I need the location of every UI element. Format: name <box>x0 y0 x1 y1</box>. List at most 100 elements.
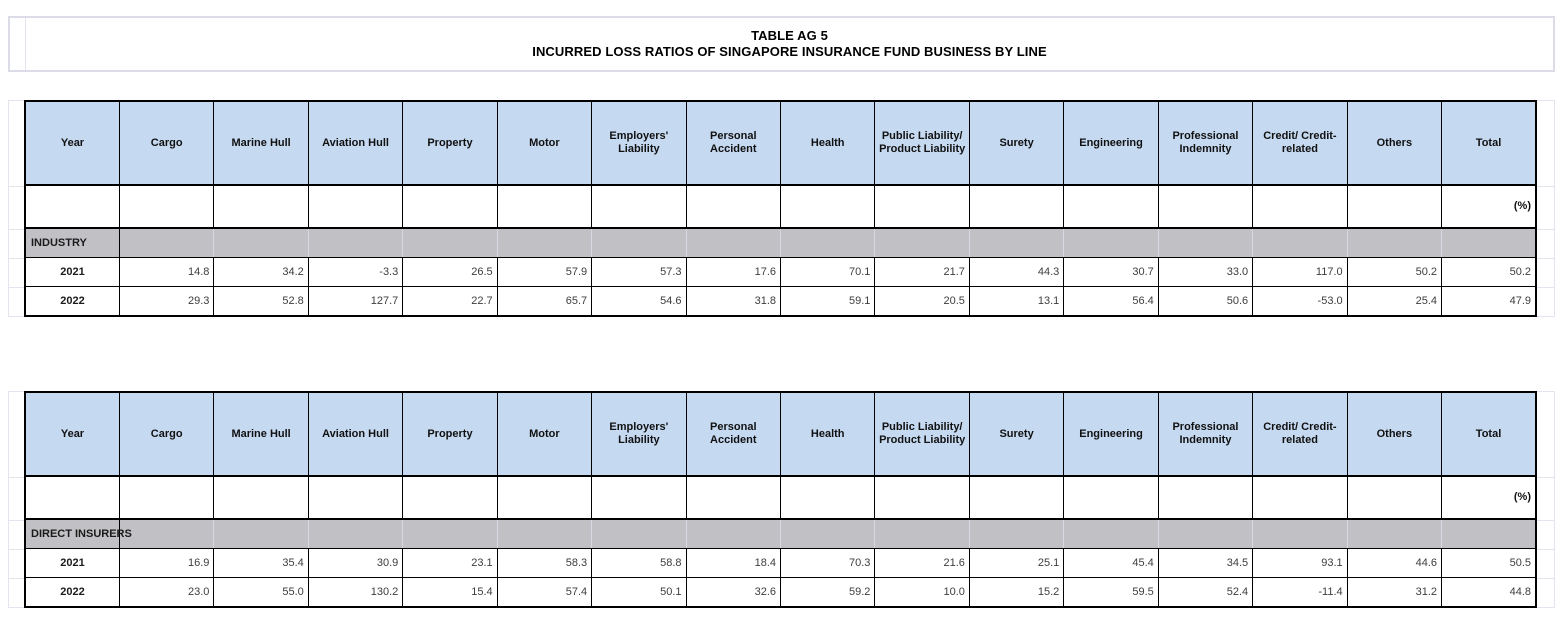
empty-cell <box>402 184 498 229</box>
table-caption: INCURRED LOSS RATIOS OF SINGAPORE INSURA… <box>532 44 1047 59</box>
gutter-cell <box>1537 230 1554 259</box>
value-cell: 52.4 <box>1157 577 1254 608</box>
value-cell: 50.1 <box>591 577 687 608</box>
section-band-cell <box>213 226 309 258</box>
section-band-cell <box>307 226 404 258</box>
section-band-cell <box>1252 517 1348 549</box>
column-header: Engineering <box>1063 391 1159 477</box>
section-band-cell <box>685 517 782 549</box>
unit-row: (%) <box>24 475 1537 520</box>
section-band-cell <box>496 226 593 258</box>
empty-cell <box>874 475 970 520</box>
empty-cell <box>1063 184 1159 229</box>
value-cell: 70.3 <box>779 547 876 579</box>
value-cell: 50.2 <box>1441 256 1537 288</box>
empty-cell <box>307 475 404 520</box>
empty-cell <box>685 475 782 520</box>
column-header: Cargo <box>118 100 215 186</box>
value-cell: 34.5 <box>1157 547 1254 579</box>
value-cell: 54.6 <box>591 286 687 317</box>
value-cell: 23.1 <box>402 547 498 579</box>
table-number: TABLE AG 5 <box>751 28 828 43</box>
empty-cell <box>1346 184 1443 229</box>
section-label: DIRECT INSURERS <box>24 517 132 549</box>
section-band-cell <box>1157 517 1254 549</box>
gutter-cell <box>1537 288 1554 317</box>
value-cell: 25.4 <box>1346 286 1443 317</box>
value-cell: 44.3 <box>968 256 1065 288</box>
gutter-cell <box>1537 579 1554 608</box>
value-cell: 65.7 <box>496 286 593 317</box>
column-header: Total <box>1441 391 1537 477</box>
empty-cell <box>591 475 687 520</box>
gutter-cell <box>1537 521 1554 550</box>
section-band-cell <box>213 517 309 549</box>
year-cell: 2021 <box>24 256 120 288</box>
gutter-cell <box>9 100 24 187</box>
value-cell: 13.1 <box>968 286 1065 317</box>
column-header: Employers' Liability <box>591 100 687 186</box>
section-band-cell <box>1441 226 1537 258</box>
section-band-cell <box>1346 517 1443 549</box>
column-header: Year <box>24 100 120 186</box>
column-header: Personal Accident <box>685 391 782 477</box>
column-header: Total <box>1441 100 1537 186</box>
section-band-cell <box>779 517 876 549</box>
value-cell: 33.0 <box>1157 256 1254 288</box>
empty-cell <box>591 184 687 229</box>
value-cell: 25.1 <box>968 547 1065 579</box>
empty-cell <box>1157 184 1254 229</box>
value-cell: 32.6 <box>685 577 782 608</box>
gutter-cell <box>1537 391 1554 478</box>
value-cell: -3.3 <box>307 256 404 288</box>
value-cell: 23.0 <box>118 577 215 608</box>
section-band-cell <box>1157 226 1254 258</box>
direct-insurers-table-area: Year Cargo Marine Hull Aviation Hull Propert… <box>8 391 1555 608</box>
column-header: Health <box>779 100 876 186</box>
gutter-cell <box>1537 187 1554 230</box>
column-header: Cargo <box>118 391 215 477</box>
column-header: Motor <box>496 391 593 477</box>
empty-cell <box>496 184 593 229</box>
value-cell: 15.4 <box>402 577 498 608</box>
left-gutter <box>8 391 24 608</box>
section-band-cell <box>968 226 1065 258</box>
title-left-gutter <box>10 18 26 70</box>
value-cell: 50.6 <box>1157 286 1254 317</box>
year-cell: 2022 <box>24 286 120 317</box>
gutter-cell <box>9 550 24 579</box>
column-header: Motor <box>496 100 593 186</box>
unit-label-cell: (%) <box>1441 184 1537 229</box>
header-row: Year Cargo Marine Hull Aviation Hull Propert… <box>24 100 1537 186</box>
empty-cell <box>118 475 215 520</box>
column-header: Marine Hull <box>213 391 309 477</box>
gutter-cell <box>9 288 24 317</box>
value-cell: 18.4 <box>685 547 782 579</box>
empty-cell <box>213 184 309 229</box>
empty-cell <box>1346 475 1443 520</box>
value-cell: 59.2 <box>779 577 876 608</box>
empty-cell <box>685 184 782 229</box>
gutter-cell <box>1537 550 1554 579</box>
column-header: Aviation Hull <box>307 391 404 477</box>
section-band-cell <box>1346 226 1443 258</box>
table-row: 2022 23.0 55.0 130.2 15.4 57.4 50.1 32.6 59.2 10.… <box>24 577 1537 608</box>
value-cell: -53.0 <box>1252 286 1348 317</box>
value-cell: 52.8 <box>213 286 309 317</box>
value-cell: 20.5 <box>874 286 970 317</box>
empty-cell <box>779 475 876 520</box>
section-row: DIRECT INSURERS <box>24 517 1537 549</box>
value-cell: 55.0 <box>213 577 309 608</box>
column-header: Public Liability/ Product Liability <box>874 391 970 477</box>
value-cell: 57.9 <box>496 256 593 288</box>
column-header: Aviation Hull <box>307 100 404 186</box>
empty-cell <box>1157 475 1254 520</box>
section-band-cell <box>118 226 215 258</box>
gutter-cell <box>9 187 24 230</box>
right-gutter <box>1537 391 1555 608</box>
gutter-cell <box>9 230 24 259</box>
column-header: Year <box>24 391 120 477</box>
gutter-cell <box>1537 100 1554 187</box>
empty-cell <box>24 475 120 520</box>
value-cell: 57.4 <box>496 577 593 608</box>
